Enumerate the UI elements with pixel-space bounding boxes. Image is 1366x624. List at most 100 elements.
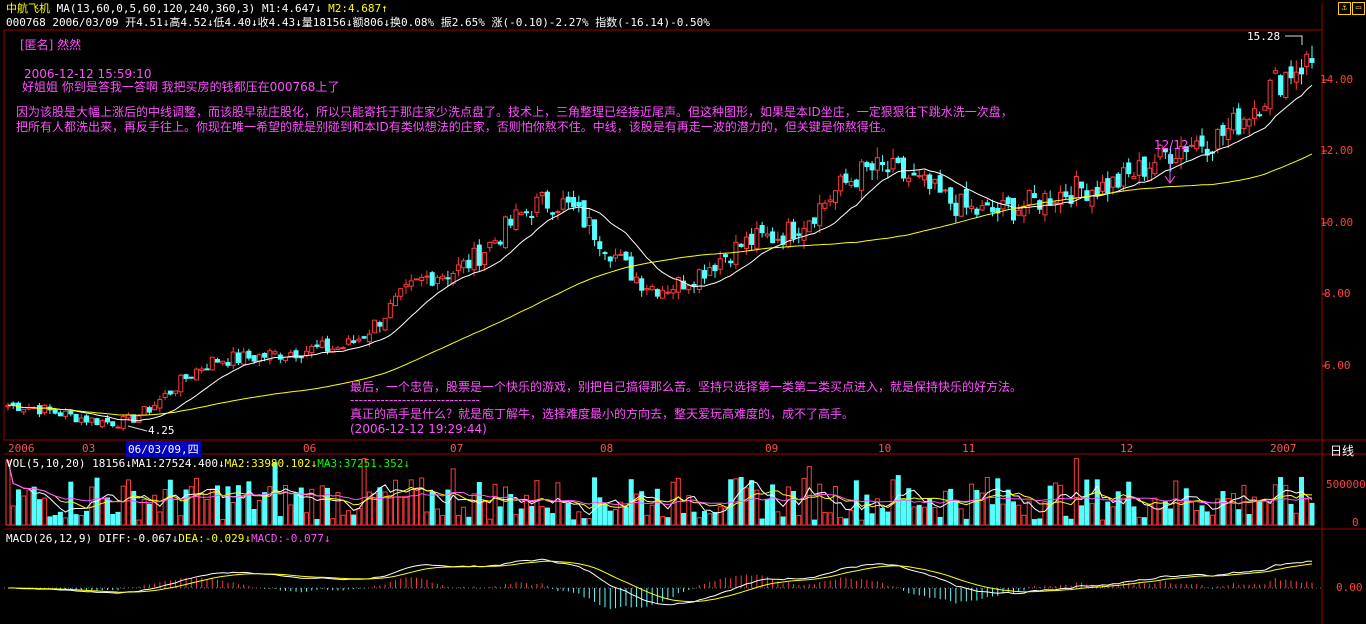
volume-value: 量18156: [301, 16, 346, 29]
candle: [1010, 198, 1016, 225]
candle: [89, 417, 95, 426]
vol-value: 18156: [92, 457, 126, 470]
candle: [1026, 188, 1032, 214]
volume-bar: [539, 506, 545, 526]
volume-bar: [340, 514, 346, 526]
volume-bar: [298, 487, 304, 526]
reply-line-2: 把所有人都洗出来，再反手往上。你现在唯一希望的就是别碰到和本ID有类似想法的庄家…: [16, 120, 893, 134]
candle: [413, 278, 419, 281]
candle: [1031, 184, 1037, 199]
volume-bar: [754, 489, 760, 526]
candle: [1178, 136, 1184, 170]
volume-bar: [681, 512, 687, 526]
candle: [209, 356, 215, 371]
volume-bar: [42, 497, 48, 526]
candle: [424, 270, 430, 285]
candle: [911, 163, 917, 176]
volume-bar: [801, 477, 807, 526]
volume-bar: [1230, 493, 1236, 526]
vol-label: VOL(5,10,20): [6, 457, 86, 470]
amplitude-value: 振2.65%: [440, 16, 485, 29]
candle: [445, 270, 451, 286]
restore-icon[interactable]: ▭: [1352, 2, 1365, 15]
candle: [513, 203, 519, 232]
candle: [869, 160, 875, 181]
candle: [534, 193, 540, 218]
candle: [639, 275, 645, 297]
anchor-icon[interactable]: ⚓: [1338, 2, 1351, 15]
candle: [717, 250, 723, 275]
volume-bar: [1094, 479, 1100, 526]
volume-bar: [544, 507, 550, 526]
ma-params: MA(13,60,0,5,60,120,240,360,3): [56, 2, 256, 15]
volume-bar: [162, 489, 168, 526]
volume-bar: [518, 508, 524, 526]
volume-bar: [1110, 506, 1116, 526]
volume-bar: [618, 501, 624, 526]
volume-bar: [63, 517, 69, 526]
candle: [120, 414, 126, 431]
volume-bar: [1309, 502, 1315, 526]
volume-bar: [942, 490, 948, 526]
volume-bar: [52, 514, 58, 526]
volume-bar: [916, 504, 922, 526]
volume-bar: [173, 498, 179, 526]
candle: [555, 209, 561, 220]
candle: [1257, 111, 1263, 118]
cursor-date[interactable]: 06/03/09,四: [126, 441, 201, 457]
candle: [1016, 204, 1022, 216]
candle: [492, 237, 498, 245]
candle: [57, 410, 63, 417]
candle: [1251, 100, 1257, 126]
candle: [1105, 171, 1111, 202]
volume-bar: [780, 516, 786, 526]
candle: [241, 347, 247, 366]
volume-bar: [214, 485, 220, 526]
candle: [1230, 106, 1236, 135]
volume-bar: [1068, 518, 1074, 526]
volume-bar: [492, 483, 498, 526]
period-label[interactable]: 日线: [1330, 444, 1355, 458]
candle: [1126, 158, 1132, 178]
candle: [848, 177, 854, 188]
vol-ma1: MA1:27524.400: [131, 457, 218, 470]
volume-bar: [105, 497, 111, 526]
volume-bar: [1136, 516, 1142, 526]
volume-bar: [796, 515, 802, 526]
candle: [42, 404, 48, 416]
price-tick: 14.00: [1320, 73, 1354, 86]
candle: [230, 346, 236, 370]
candle: [759, 221, 765, 238]
volume-bar: [1209, 514, 1215, 526]
candle: [523, 208, 529, 217]
volume-bar: [764, 498, 770, 526]
volume-bar: [791, 491, 797, 526]
candle: [702, 264, 708, 284]
candle: [649, 284, 655, 291]
volume-bar: [963, 518, 969, 526]
volume-bar: [827, 512, 833, 526]
candle: [644, 284, 650, 296]
candle: [220, 360, 226, 366]
candle: [618, 248, 624, 256]
volume-bar: [445, 489, 451, 526]
volume-bar: [256, 500, 262, 526]
candle: [1283, 71, 1289, 100]
candle: [440, 273, 446, 281]
candle: [901, 155, 907, 182]
candle: [518, 211, 524, 216]
candle: [722, 253, 728, 263]
vol-header: VOL(5,10,20) 18156↓MA1:27524.400↓MA2:339…: [6, 457, 411, 470]
volume-bar: [1283, 484, 1289, 526]
vol-tick: 0: [1352, 516, 1359, 529]
candle: [749, 228, 755, 251]
stock-name[interactable]: 中航飞机: [6, 2, 50, 15]
candle: [361, 336, 367, 339]
volume-bar: [508, 494, 514, 526]
volume-bar: [880, 508, 886, 526]
volume-bar: [1189, 501, 1195, 526]
volume-bar: [1262, 500, 1268, 526]
candle: [1267, 78, 1273, 116]
candle: [597, 236, 603, 257]
